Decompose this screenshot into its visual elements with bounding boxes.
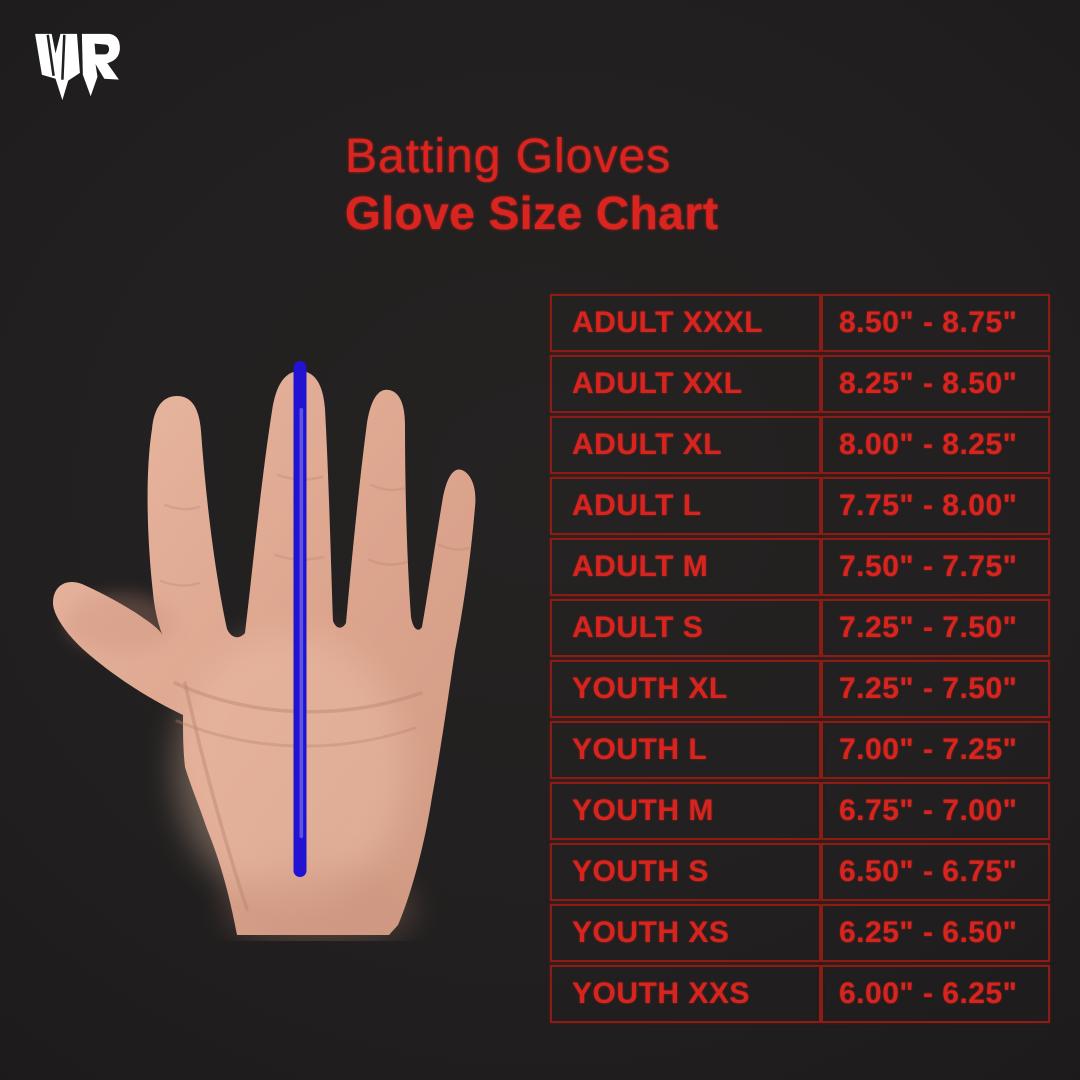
brand-logo-wr-icon (32, 28, 122, 106)
table-row: ADULT M 7.50" - 7.75" (550, 538, 1050, 596)
table-row: YOUTH XL 7.25" - 7.50" (550, 660, 1050, 718)
size-cell: ADULT M (550, 538, 821, 596)
size-table: ADULT XXXL 8.50" - 8.75" ADULT XXL 8.25" -… (550, 291, 1050, 1026)
range-cell: 6.00" - 6.25" (821, 965, 1050, 1023)
range-cell: 6.25" - 6.50" (821, 904, 1050, 962)
table-row: YOUTH L 7.00" - 7.25" (550, 721, 1050, 779)
table-row: YOUTH XS 6.25" - 6.50" (550, 904, 1050, 962)
size-cell: ADULT S (550, 599, 821, 657)
range-cell: 7.50" - 7.75" (821, 538, 1050, 596)
range-cell: 6.75" - 7.00" (821, 782, 1050, 840)
size-cell: ADULT L (550, 477, 821, 535)
size-cell: YOUTH XS (550, 904, 821, 962)
size-cell: YOUTH XXS (550, 965, 821, 1023)
size-cell: YOUTH M (550, 782, 821, 840)
range-cell: 7.25" - 7.50" (821, 599, 1050, 657)
table-row: YOUTH XXS 6.00" - 6.25" (550, 965, 1050, 1023)
table-row: YOUTH M 6.75" - 7.00" (550, 782, 1050, 840)
range-cell: 8.50" - 8.75" (821, 294, 1050, 352)
range-cell: 6.50" - 6.75" (821, 843, 1050, 901)
table-row: ADULT XL 8.00" - 8.25" (550, 416, 1050, 474)
table-row: ADULT XXL 8.25" - 8.50" (550, 355, 1050, 413)
size-cell: ADULT XXXL (550, 294, 821, 352)
range-cell: 8.25" - 8.50" (821, 355, 1050, 413)
table-row: YOUTH S 6.50" - 6.75" (550, 843, 1050, 901)
page-title: Batting Gloves Glove Size Chart (345, 128, 719, 242)
title-line-2: Glove Size Chart (345, 187, 719, 239)
size-cell: YOUTH L (550, 721, 821, 779)
size-cell: ADULT XL (550, 416, 821, 474)
hand-photo (35, 353, 495, 950)
size-cell: ADULT XXL (550, 355, 821, 413)
title-line-1: Batting Gloves (345, 130, 672, 183)
range-cell: 7.00" - 7.25" (821, 721, 1050, 779)
range-cell: 8.00" - 8.25" (821, 416, 1050, 474)
table-row: ADULT L 7.75" - 8.00" (550, 477, 1050, 535)
range-cell: 7.25" - 7.50" (821, 660, 1050, 718)
measurement-line (293, 361, 307, 877)
size-cell: YOUTH S (550, 843, 821, 901)
table-row: ADULT S 7.25" - 7.50" (550, 599, 1050, 657)
table-row: ADULT XXXL 8.50" - 8.75" (550, 294, 1050, 352)
range-cell: 7.75" - 8.00" (821, 477, 1050, 535)
size-cell: YOUTH XL (550, 660, 821, 718)
